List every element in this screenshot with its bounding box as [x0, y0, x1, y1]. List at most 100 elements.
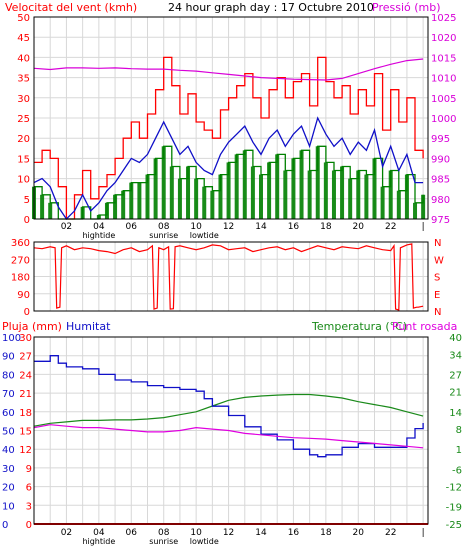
pressure-tick-label: 995 — [431, 134, 450, 145]
rain-tick-label: 18 — [19, 408, 32, 419]
pressure-tick-label: 980 — [431, 195, 450, 206]
rain-tick-label: 21 — [19, 389, 32, 400]
wind-lull-bar — [250, 166, 255, 219]
event-label-lowtide: lowtide — [190, 537, 219, 546]
wind-lull-bar — [218, 174, 223, 219]
hour-tick-label: 14 — [255, 222, 267, 232]
compass-label: E — [434, 290, 440, 301]
pressure-tick-label: 975 — [431, 215, 450, 226]
wind-lull-bar — [177, 178, 182, 219]
temperature-tick-label: 8 — [456, 425, 462, 436]
rain-tick-label: 24 — [19, 370, 32, 381]
wind-lull-bar — [372, 158, 377, 219]
wind-lull-bar — [129, 182, 134, 219]
wind-lull-bar — [267, 162, 272, 219]
pressure-tick-label: 985 — [431, 175, 450, 186]
wind-lull-bar — [153, 158, 158, 219]
hour-tick-label: 04 — [93, 222, 105, 232]
hour-tick-label: 04 — [93, 528, 105, 538]
humidity-line — [34, 355, 424, 458]
rain-tick-label: 15 — [19, 427, 32, 438]
hour-tick-label: 08 — [158, 528, 170, 538]
dewpoint-line — [33, 424, 424, 449]
humidity-tick-label: 90 — [2, 352, 15, 363]
temperature-tick-label: 1 — [456, 445, 462, 456]
humidity-tick-label: 70 — [2, 389, 15, 400]
temperature-tick-label: 40 — [449, 333, 462, 344]
panel-frame — [33, 241, 429, 312]
hour-tick-end: | — [422, 222, 425, 232]
wind-lull-bar — [380, 186, 385, 219]
humidity-tick-label: 50 — [2, 427, 15, 438]
event-label-sunrise: sunrise — [149, 231, 178, 240]
pressure-line — [33, 58, 424, 81]
hour-tick-label: 18 — [320, 222, 332, 232]
temperature-tick-label: 27 — [449, 370, 462, 381]
wind-lull-bar — [283, 170, 288, 219]
wind-lull-bar — [226, 162, 231, 219]
pressure-tick-label: 990 — [431, 154, 450, 165]
wind-lull-bar — [194, 178, 199, 219]
compass-label: W — [434, 255, 444, 266]
rain-tick-label: 6 — [26, 483, 32, 494]
compass-label: N — [434, 307, 441, 318]
wind-lull-bar — [348, 178, 353, 219]
humidity-tick-label: 40 — [2, 445, 15, 456]
panel3-header: Pluja (mm) Humitat Temperatura (°C) Punt… — [2, 320, 457, 333]
chart-title: 24 hour graph day : 17 Octubre 2010 — [168, 1, 374, 14]
humidity-axis-title: Humitat — [66, 320, 111, 333]
wind-tick-label: 10 — [17, 175, 30, 186]
wind-tick-label: 15 — [17, 154, 30, 165]
wind-tick-label: 5 — [24, 195, 30, 206]
wind-lull-bar — [299, 150, 304, 219]
wind-lull-bar — [242, 150, 247, 219]
wind-lull-bar — [388, 170, 393, 219]
compass-label: S — [434, 273, 440, 284]
rain-tick-label: 30 — [19, 333, 32, 344]
hour-tick-label: 10 — [190, 222, 202, 232]
wind-tick-label: 20 — [17, 134, 30, 145]
pressure-tick-label: 1020 — [431, 33, 456, 44]
wind-lull-bar — [404, 174, 409, 219]
wind-lull-bar — [234, 154, 239, 219]
wind-lull-bar — [421, 194, 426, 219]
wind-axis-title: Velocitat del vent (kmh) — [5, 1, 137, 14]
hour-tick-label: 14 — [255, 528, 267, 538]
rain-axis-title: Pluja (mm) — [2, 320, 62, 333]
panel-frame — [33, 16, 429, 220]
wind-lull-bar — [210, 190, 215, 219]
wind-tick-label: 30 — [17, 94, 30, 105]
humidity-tick-label: 0 — [2, 520, 8, 531]
wind-direction-line — [33, 243, 424, 311]
hour-tick-label: 10 — [190, 528, 202, 538]
event-label-hightide: hightide — [82, 231, 115, 240]
wind-tick-label: 45 — [17, 33, 30, 44]
humidity-tick-label: 30 — [2, 464, 15, 475]
event-label-sunrise: sunrise — [149, 537, 178, 546]
wind-tick-label: 0 — [24, 215, 30, 226]
rain-tick-label: 12 — [19, 445, 32, 456]
wind-lull-bar — [315, 146, 320, 219]
wind-lull-line — [34, 145, 424, 220]
plot-area: 0510152025303540455097598098599099510001… — [2, 13, 462, 546]
wind-lull-bar — [323, 162, 328, 219]
temperature-tick-label: 14 — [449, 408, 462, 419]
hour-tick-label: 12 — [223, 528, 234, 538]
wind-lull-bar — [121, 190, 126, 219]
wind-lull-bar — [396, 190, 401, 219]
event-label-hightide: hightide — [82, 537, 115, 546]
hour-tick-label: 12 — [223, 222, 234, 232]
header: Velocitat del vent (kmh) 24 hour graph d… — [5, 1, 441, 14]
temperature-tick-label: -6 — [452, 465, 462, 476]
wind-lull-bar — [364, 174, 369, 219]
hour-tick-label: 20 — [353, 222, 365, 232]
temperature-tick-label: 34 — [449, 350, 462, 361]
wind-average-line — [33, 116, 424, 221]
event-label-lowtide: lowtide — [190, 231, 219, 240]
wind-lull-bar — [356, 170, 361, 219]
hour-tick-label: 22 — [385, 528, 396, 538]
wind-gust-line — [34, 56, 424, 220]
temperature-tick-label: 21 — [449, 388, 462, 399]
